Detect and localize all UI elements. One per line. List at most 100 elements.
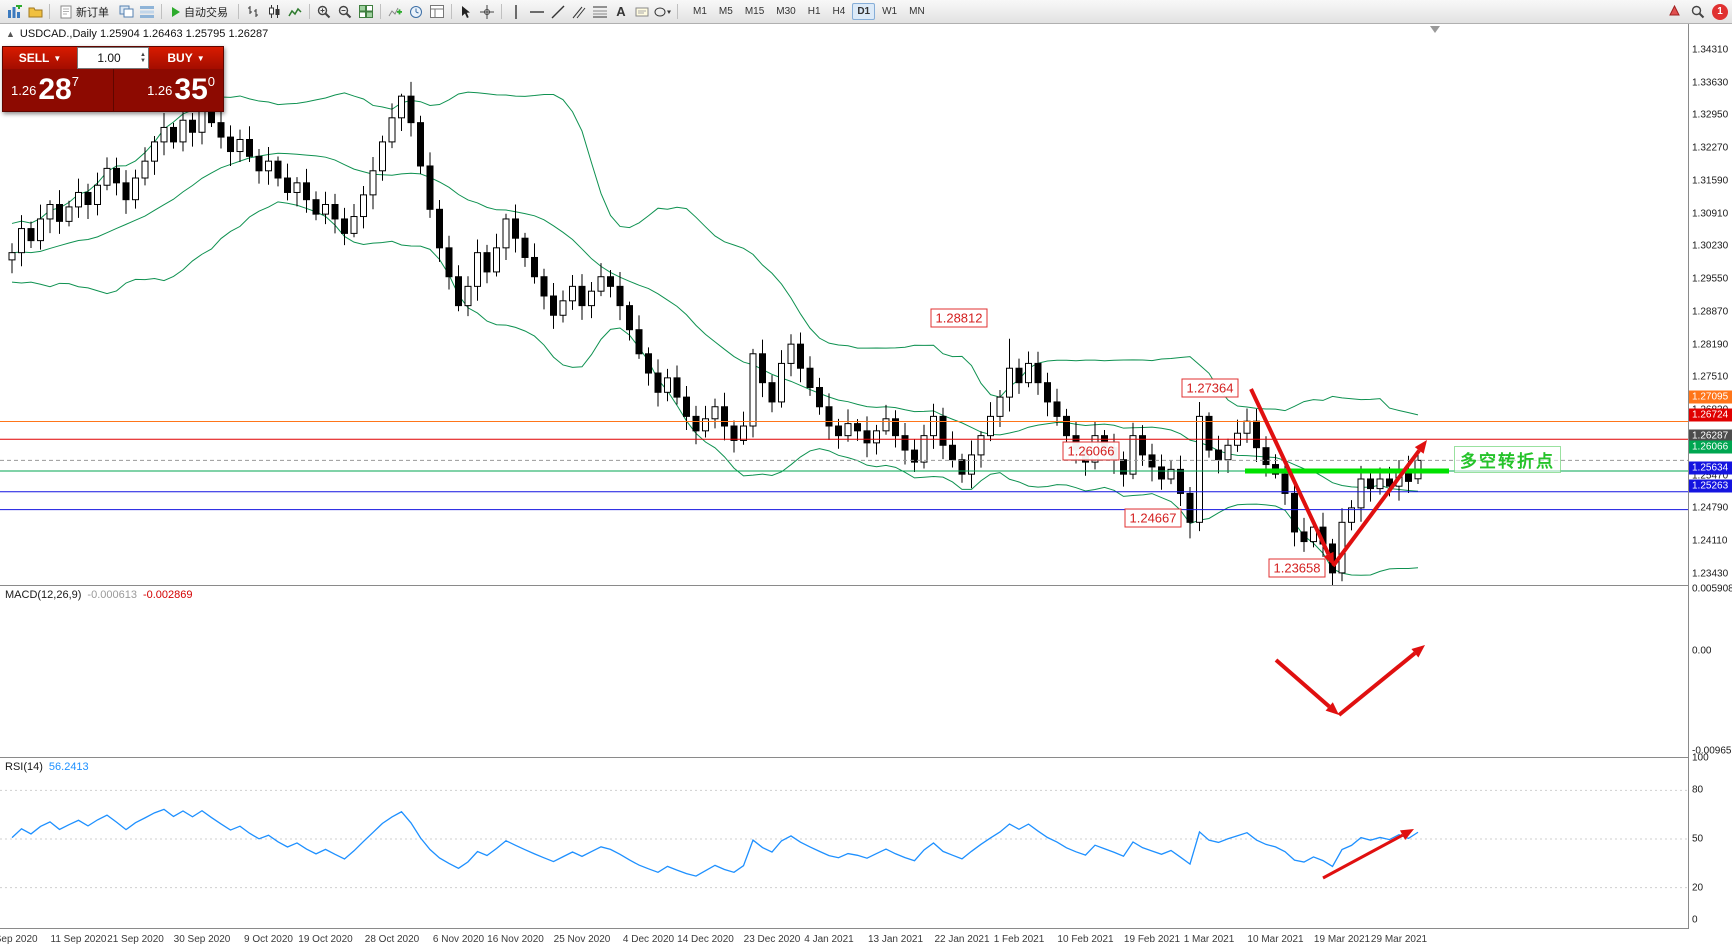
price-annotation[interactable]: 1.27364 (1181, 378, 1239, 398)
trendline-icon[interactable] (548, 2, 568, 22)
candle-body (1063, 415, 1070, 437)
macd-chart[interactable] (0, 586, 1688, 757)
candle-body (768, 382, 776, 403)
price-chart[interactable] (0, 24, 1688, 585)
candle-body (778, 362, 785, 403)
timeframe-MN[interactable]: MN (909, 6, 925, 17)
timeframe-D1[interactable]: D1 (852, 3, 876, 20)
candle-body (654, 372, 662, 393)
trend-arrow[interactable] (1274, 658, 1331, 708)
zoom-out-icon[interactable] (335, 2, 355, 22)
candle-body (930, 415, 937, 437)
timeframe-H1[interactable]: H1 (807, 6, 821, 17)
volume-input[interactable]: 1.00 ▲ ▼ (77, 47, 149, 69)
trend-arrow-head[interactable] (1399, 829, 1414, 841)
price-annotation[interactable]: 1.26066 (1062, 441, 1120, 461)
panel-divider[interactable] (0, 585, 1732, 586)
buy-dropdown-icon[interactable]: ▼ (196, 53, 205, 63)
candle-body (854, 423, 861, 432)
price-annotation[interactable]: 1.23658 (1268, 558, 1326, 578)
trend-arrow[interactable] (1331, 449, 1421, 568)
candle-body (1291, 492, 1298, 533)
timeframe-W1[interactable]: W1 (882, 6, 898, 17)
fibonacci-icon[interactable] (590, 2, 610, 22)
price-annotation[interactable]: 1.24667 (1124, 508, 1182, 528)
toolbar: 新订单 自动交易 (0, 0, 1732, 24)
bollinger-middle-band (11, 152, 1419, 492)
candle-body (1034, 362, 1042, 384)
candle-body (569, 285, 576, 302)
shapes-dropdown-icon[interactable] (653, 2, 673, 22)
trend-arrow-head[interactable] (1325, 702, 1339, 715)
candle-body (1215, 449, 1222, 461)
timeframe-M30[interactable]: M30 (776, 6, 796, 17)
trend-arrow[interactable] (1322, 833, 1404, 880)
new-order-doc-icon (60, 5, 72, 18)
candle-body (1015, 367, 1023, 384)
new-chart-icon[interactable] (4, 2, 24, 22)
candle-chart-icon[interactable] (264, 2, 284, 22)
candle-body (84, 191, 92, 206)
trend-arrow-head[interactable] (1411, 645, 1425, 658)
tile-windows-icon[interactable] (356, 2, 376, 22)
timeframe-M1[interactable]: M1 (693, 6, 707, 17)
price-annotation[interactable]: 1.28812 (930, 308, 988, 328)
candle-body (597, 276, 605, 292)
crosshair-icon[interactable] (477, 2, 497, 22)
trend-arrow[interactable] (1249, 388, 1331, 556)
label-icon[interactable] (632, 2, 652, 22)
chart-shift-marker[interactable] (1430, 26, 1440, 33)
candle-body (1367, 478, 1374, 490)
one-click-trading-panel: SELL ▼ 1.00 ▲ ▼ BUY ▼ 1.26 28 7 (2, 46, 224, 112)
candle-body (94, 184, 101, 206)
macd-main-value: -0.000613 (87, 589, 137, 601)
zoom-in-icon[interactable] (314, 2, 334, 22)
trend-arrow[interactable] (1337, 651, 1417, 717)
templates-icon[interactable] (427, 2, 447, 22)
buy-button[interactable]: BUY ▼ (149, 47, 223, 69)
equidistant-channel-icon[interactable] (569, 2, 589, 22)
new-order-button[interactable]: 新订单 (54, 2, 115, 22)
rsi-line (11, 808, 1419, 877)
line-chart-icon[interactable] (285, 2, 305, 22)
indicators-add-icon[interactable] (385, 2, 405, 22)
one-click-toggle-icon[interactable]: ▲ (6, 29, 15, 39)
sell-price[interactable]: 1.26 28 7 (3, 69, 113, 111)
timeframe-H4[interactable]: H4 (832, 6, 846, 17)
search-icon[interactable] (1688, 2, 1708, 22)
cursor-icon[interactable] (456, 2, 476, 22)
sell-button[interactable]: SELL ▼ (3, 47, 77, 69)
notification-badge[interactable]: 1 (1712, 3, 1728, 20)
candle-body (65, 206, 73, 222)
date-label: 13 Jan 2021 (867, 934, 924, 945)
auto-trading-button[interactable]: 自动交易 (166, 2, 234, 22)
text-icon[interactable]: A (616, 4, 626, 19)
volume-stepper[interactable]: ▲ ▼ (140, 52, 146, 64)
profiles-icon[interactable] (25, 2, 45, 22)
candle-body (816, 386, 823, 408)
turning-point-label[interactable]: 多空转折点 (1454, 446, 1561, 473)
trend-arrow-head[interactable] (1414, 440, 1427, 454)
vertical-line-icon[interactable] (506, 2, 526, 22)
candle-body (160, 126, 168, 143)
clock-icon[interactable] (406, 2, 426, 22)
timeframe-M15[interactable]: M15 (744, 6, 765, 17)
candle-body (265, 160, 272, 172)
candle-body (740, 425, 747, 441)
sell-dropdown-icon[interactable]: ▼ (53, 53, 62, 63)
candle-body (616, 285, 624, 307)
buy-price[interactable]: 1.26 35 0 (114, 69, 224, 111)
timeframe-M5[interactable]: M5 (718, 6, 733, 17)
chart-window-icon[interactable] (116, 2, 136, 22)
alerts-icon[interactable] (1664, 2, 1684, 22)
candle-body (1167, 468, 1175, 480)
panel-divider (0, 928, 1732, 929)
panel-divider[interactable] (0, 757, 1732, 758)
horizontal-line-icon[interactable] (527, 2, 547, 22)
chart-list-icon[interactable] (137, 2, 157, 22)
trend-arrow-head[interactable] (1323, 551, 1335, 566)
bar-chart-icon[interactable] (243, 2, 263, 22)
rsi-chart[interactable] (0, 758, 1688, 928)
